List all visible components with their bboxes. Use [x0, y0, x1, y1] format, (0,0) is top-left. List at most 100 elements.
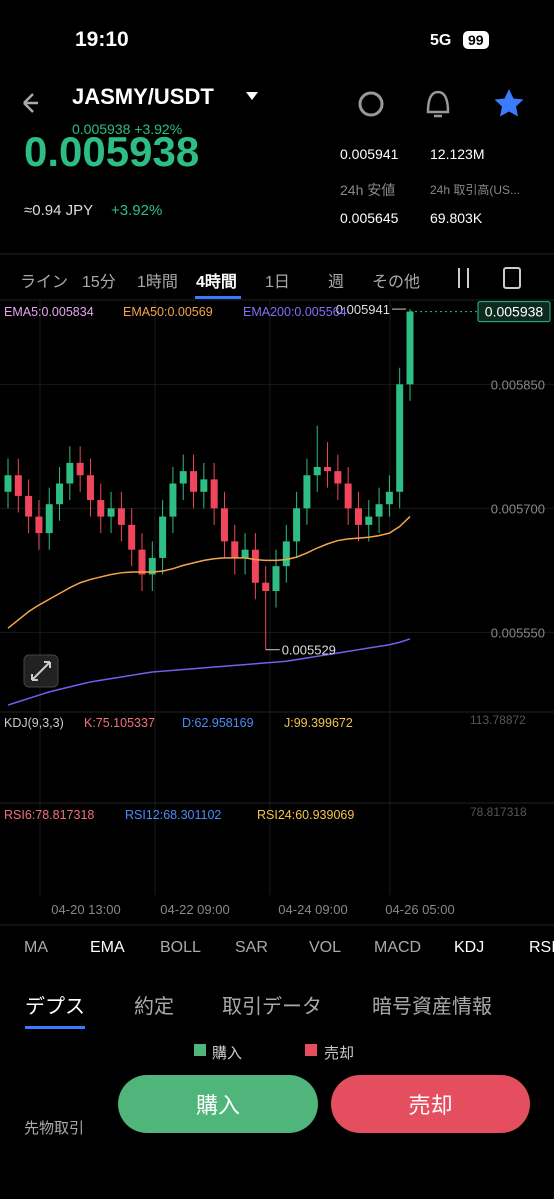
candle-body — [344, 483, 352, 509]
sell-button[interactable]: 売却 — [331, 1075, 530, 1133]
indicator-tab[interactable]: MACD — [374, 939, 422, 956]
candle-body — [406, 311, 414, 385]
jpy: ≈0.94 JPY — [24, 202, 94, 219]
indicator-tab[interactable]: KDJ — [454, 939, 485, 956]
kdj-label: KDJ(9,3,3) — [4, 716, 64, 730]
candle-body — [138, 549, 146, 575]
tab[interactable]: その他 — [372, 274, 421, 291]
candle-body — [282, 541, 290, 567]
candle-body — [45, 504, 53, 534]
candle-body — [324, 466, 332, 472]
y-tick-label: 0.005700 — [491, 501, 545, 516]
candle-body — [231, 541, 239, 558]
last-price-label: 0.005938 — [485, 304, 544, 320]
tab[interactable]: 週 — [328, 274, 345, 291]
x-tick-label: 04-26 05:00 — [385, 902, 454, 917]
y-tick-label: 0.005850 — [491, 377, 545, 392]
stat: 69.803K — [430, 210, 483, 226]
kdj-label: K:75.105337 — [84, 716, 155, 730]
y-tick-label: 0.005550 — [491, 625, 545, 640]
last-price-tag — [477, 301, 551, 323]
indicator-tab[interactable]: RSI — [529, 939, 554, 956]
stat-label: 24h 安値 — [340, 182, 396, 198]
legend: EMA50:0.00569 — [123, 305, 213, 319]
tab[interactable]: ライン — [20, 274, 69, 291]
candle-body — [179, 471, 187, 484]
candle-body — [354, 508, 362, 525]
candle-body — [56, 483, 64, 505]
candle-body — [128, 524, 136, 550]
depth-legend: 売却 — [324, 1045, 355, 1062]
candle-body — [117, 508, 125, 525]
depth-legend: 購入 — [212, 1045, 243, 1062]
candle-body — [220, 508, 228, 542]
candle-body — [66, 462, 74, 484]
x-tick-label: 04-24 09:00 — [278, 902, 347, 917]
candle-body — [148, 557, 156, 575]
stat: 0.005941 — [340, 146, 399, 162]
candle-body — [76, 462, 84, 476]
futures[interactable]: 先物取引 — [24, 1120, 85, 1137]
candle-body — [241, 549, 249, 558]
candle-body — [303, 475, 311, 509]
candle-body — [293, 508, 301, 542]
high-annotation: 0.005941 — [336, 302, 390, 317]
indicator-tab[interactable]: BOLL — [160, 939, 201, 956]
candle-body — [365, 516, 373, 525]
candle-body — [200, 479, 208, 492]
candle-body — [169, 483, 177, 517]
buy-button[interactable]: 購入 — [118, 1075, 318, 1133]
candle-body — [210, 479, 218, 509]
pair[interactable]: JASMY/USDT — [72, 84, 214, 109]
x-tick-label: 04-22 09:00 — [160, 902, 229, 917]
kdj-max: 113.78872 — [470, 713, 526, 727]
tab[interactable]: 1日 — [265, 274, 290, 291]
tab[interactable]: 1時間 — [137, 274, 178, 291]
candle-body — [334, 471, 342, 484]
sub-price: 0.005938 +3.92% — [72, 121, 183, 137]
ema-line — [7, 516, 411, 629]
candle-body — [14, 475, 22, 496]
candle-body — [86, 475, 94, 501]
section-tab[interactable]: デプス — [25, 996, 85, 1018]
indicator-tab[interactable]: SAR — [235, 939, 268, 956]
tab[interactable]: 4時間 — [196, 274, 237, 291]
kdj-label: D:62.958169 — [182, 716, 254, 730]
legend: EMA200:0.005564 — [243, 305, 347, 319]
candle-body — [107, 508, 115, 517]
low-annotation: 0.005529 — [282, 643, 336, 658]
indicator-tab[interactable]: MA — [24, 939, 48, 956]
price: 0.005938 — [24, 128, 200, 175]
candle-body — [25, 495, 33, 517]
candle-body — [190, 471, 198, 492]
candle-body — [159, 516, 167, 558]
rsi-label: RSI6:78.817318 — [4, 808, 95, 822]
network: 5G — [430, 32, 452, 49]
section-tab[interactable]: 暗号資産情報 — [372, 996, 492, 1018]
rsi-label: RSI12:68.301102 — [125, 808, 222, 822]
candle-body — [396, 384, 404, 492]
legend: EMA5:0.005834 — [4, 305, 94, 319]
candle-body — [375, 504, 383, 517]
rsi-max: 78.817318 — [470, 805, 527, 819]
indicator-tab[interactable]: EMA — [90, 939, 125, 956]
candle-body — [272, 566, 280, 591]
candle-body — [313, 466, 321, 476]
candle-body — [4, 475, 12, 492]
candle-body — [35, 516, 43, 534]
jpy-change: +3.92% — [111, 202, 163, 219]
section-tab[interactable]: 取引データ — [222, 996, 322, 1018]
tab[interactable]: 15分 — [82, 274, 116, 291]
stat: 12.123M — [430, 146, 485, 162]
kdj-label: J:99.399672 — [284, 716, 353, 730]
ema-line — [7, 638, 411, 706]
indicator-tab[interactable]: VOL — [309, 939, 342, 956]
section-tab[interactable]: 約定 — [134, 996, 174, 1018]
candle-body — [385, 491, 393, 505]
candle-body — [251, 549, 259, 583]
candle-body — [97, 500, 105, 517]
rsi-label: RSI24:60.939069 — [257, 808, 355, 822]
stat-label: 24h 取引高(US... — [430, 183, 521, 197]
